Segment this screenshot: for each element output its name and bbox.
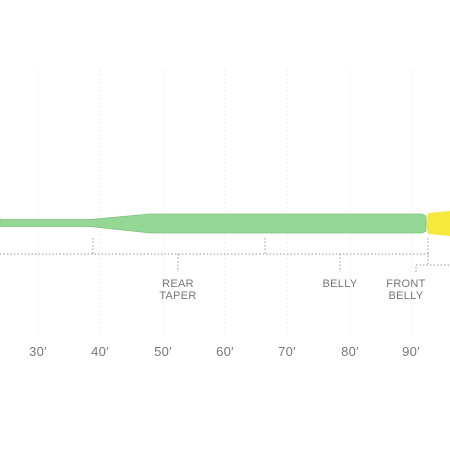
bracket-step bbox=[415, 264, 450, 272]
axis-label: 40′ bbox=[91, 344, 109, 359]
axis-label: 30′ bbox=[29, 344, 47, 359]
axis-label: 90′ bbox=[402, 344, 420, 359]
section-labels: REAR TAPER BELLY FRONT BELLY bbox=[159, 278, 425, 302]
section-label: BELLY bbox=[389, 290, 424, 302]
section-label: BELLY bbox=[323, 278, 358, 290]
section-label: REAR bbox=[162, 278, 194, 290]
grid bbox=[37, 70, 412, 335]
axis-label: 60′ bbox=[216, 344, 234, 359]
axis-label: 80′ bbox=[341, 344, 359, 359]
section-brackets bbox=[0, 238, 450, 272]
fly-line-tip bbox=[426, 211, 450, 236]
section-label: FRONT bbox=[386, 278, 425, 290]
fly-line-body bbox=[0, 213, 427, 234]
axis-labels: 30′ 40′ 50′ 60′ 70′ 80′ 90′ bbox=[29, 344, 420, 359]
axis-label: 50′ bbox=[154, 344, 172, 359]
axis-label: 70′ bbox=[278, 344, 296, 359]
section-label: TAPER bbox=[159, 290, 196, 302]
